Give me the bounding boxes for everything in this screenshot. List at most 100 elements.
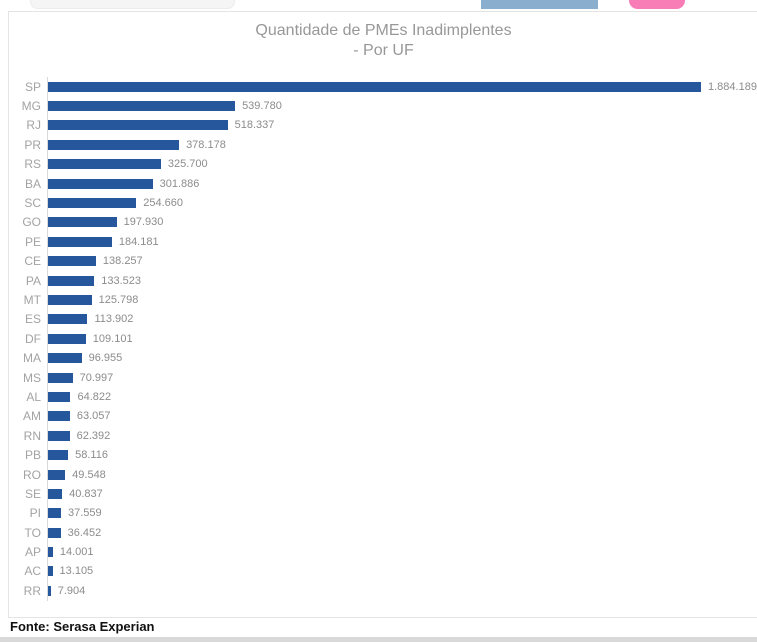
value-label: 37.559: [68, 507, 102, 520]
bar-track: 325.700: [47, 154, 757, 174]
value-label: 40.837: [69, 487, 103, 500]
bar-track: 125.798: [47, 290, 757, 310]
category-label: AL: [26, 389, 41, 404]
value-label: 63.057: [76, 410, 111, 423]
bar-track: 96.955: [47, 348, 757, 368]
bar-row: SP 1.884.189: [9, 77, 757, 97]
category-label: PI: [29, 506, 41, 521]
search-pill[interactable]: [30, 0, 235, 9]
bar: [48, 527, 61, 538]
category-label: MS: [23, 370, 41, 385]
bar-row: PE 184.181: [9, 232, 757, 252]
category-label: PR: [24, 137, 41, 152]
category-label: RN: [23, 428, 41, 443]
bar-track: 109.101: [47, 329, 757, 349]
value-label: 325.700: [167, 158, 208, 171]
bar-row: BA 301.886: [9, 173, 757, 194]
category-label: PE: [24, 234, 41, 249]
bar-row: TO 36.452: [9, 522, 757, 543]
bar: [48, 101, 236, 112]
category-label: SE: [24, 486, 41, 501]
category-label: AC: [24, 564, 41, 579]
bar-row: SE 40.837: [9, 484, 757, 504]
value-label: 13.105: [59, 565, 94, 578]
bar-track: 64.822: [47, 387, 757, 407]
bar: [48, 430, 70, 441]
bar-track: 58.116: [47, 445, 757, 465]
value-label: 254.660: [143, 197, 184, 210]
value-label: 96.955: [88, 352, 123, 365]
bar-row: AL 64.822: [9, 387, 757, 407]
bar-row: AP 14.001: [9, 542, 757, 562]
bar: [48, 159, 161, 170]
category-label: MG: [21, 99, 41, 114]
value-label: 125.798: [98, 293, 139, 306]
bar-row: MT 125.798: [9, 290, 757, 310]
bar: [48, 198, 137, 209]
category-label: RR: [23, 583, 41, 598]
bar-track: 13.105: [47, 561, 757, 582]
bar: [48, 217, 117, 228]
category-label: PA: [25, 273, 41, 288]
value-label: 301.886: [159, 177, 200, 190]
bar-track: 133.523: [47, 270, 757, 291]
bar-row: PI 37.559: [9, 503, 757, 523]
bar-track: 254.660: [47, 193, 757, 213]
bar-row: CE 138.257: [9, 251, 757, 271]
top-pink-button[interactable]: [629, 0, 685, 9]
bar: [48, 333, 86, 344]
category-label: BA: [24, 176, 41, 191]
category-label: DF: [25, 331, 41, 346]
bar-row: ES 113.902: [9, 309, 757, 330]
bar: [48, 256, 96, 267]
top-blue-button[interactable]: [481, 0, 598, 9]
bar-track: 63.057: [47, 406, 757, 427]
category-label: MA: [23, 351, 41, 366]
value-label: 378.178: [186, 138, 226, 151]
bar: [48, 353, 82, 364]
bar: [48, 411, 70, 422]
bar: [48, 236, 112, 247]
category-label: SC: [24, 196, 41, 211]
category-label: MT: [23, 292, 41, 307]
value-label: 58.116: [75, 449, 108, 462]
bar-track: 378.178: [47, 135, 757, 155]
bar: [48, 314, 88, 325]
bar-row: DF 109.101: [9, 329, 757, 349]
category-label: TO: [24, 525, 41, 540]
category-label: GO: [22, 215, 41, 230]
bar: [48, 488, 63, 499]
category-label: ES: [24, 312, 41, 327]
value-label: 133.523: [101, 274, 142, 287]
bar: [48, 81, 701, 92]
bar-row: MS 70.997: [9, 367, 757, 388]
bar-track: 49.548: [47, 464, 757, 485]
bar-track: 36.452: [47, 522, 757, 543]
bar: [48, 469, 66, 480]
bar-track: 197.930: [47, 212, 757, 233]
bar-track: 62.392: [47, 426, 757, 446]
bar: [48, 139, 180, 150]
bar-track: 138.257: [47, 251, 757, 271]
value-label: 49.548: [72, 468, 106, 481]
category-label: PB: [24, 448, 41, 463]
bar: [48, 566, 53, 577]
bar-track: 37.559: [47, 503, 757, 523]
bar-track: 518.337: [47, 115, 757, 136]
value-label: 197.930: [123, 216, 164, 229]
category-label: RS: [24, 157, 41, 172]
value-label: 138.257: [102, 255, 143, 268]
bar-track: 184.181: [47, 232, 757, 252]
bar-track: 40.837: [47, 484, 757, 504]
bar: [48, 120, 228, 131]
bar-row: RN 62.392: [9, 426, 757, 446]
bar-track: 113.902: [47, 309, 757, 330]
bar: [48, 508, 62, 519]
bar: [48, 585, 51, 596]
bar: [48, 547, 53, 558]
category-label: RJ: [26, 118, 41, 133]
value-label: 70.997: [79, 371, 114, 384]
bar: [48, 391, 71, 402]
value-label: 64.822: [77, 390, 112, 403]
bar-row: AC 13.105: [9, 561, 757, 582]
